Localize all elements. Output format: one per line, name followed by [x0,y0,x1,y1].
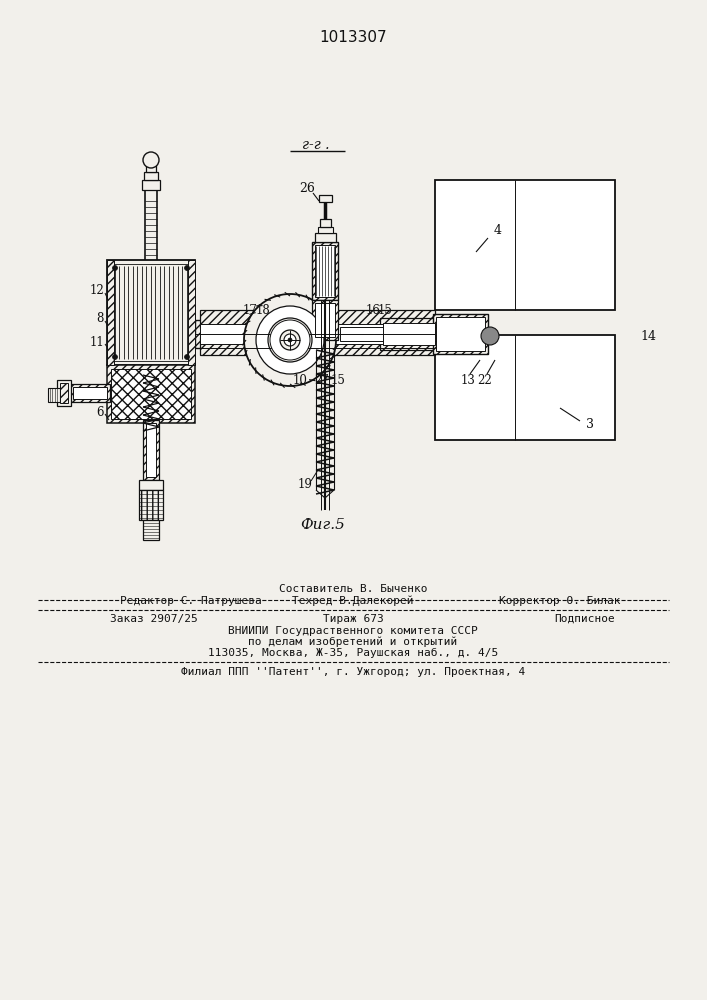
Text: 113035, Москва, Ж-35, Раушская наб., д. 4/5: 113035, Москва, Ж-35, Раушская наб., д. … [208,648,498,658]
Text: Заказ 2907/25: Заказ 2907/25 [110,614,198,624]
Text: 17: 17 [243,304,257,316]
Bar [315,245,335,297]
Bar [195,320,435,348]
Bar [315,233,336,242]
Bar [144,172,158,180]
Text: Тираж 673: Тираж 673 [322,614,383,624]
Bar [383,323,435,345]
Text: 16: 16 [366,304,380,316]
Circle shape [112,355,117,360]
Circle shape [143,152,159,168]
Text: 4: 4 [494,224,502,236]
Circle shape [288,338,292,342]
Bar [435,180,615,310]
Text: 12: 12 [89,284,104,296]
Bar [146,165,156,172]
Text: 27: 27 [315,373,329,386]
Text: 7: 7 [96,386,104,399]
Text: Фиг.5: Фиг.5 [300,518,346,532]
Text: 10: 10 [293,373,308,386]
Bar [111,369,191,419]
Bar [57,380,71,406]
Bar [435,335,615,440]
Bar [200,337,435,355]
Bar [320,219,331,227]
Bar [73,387,107,399]
Bar [139,490,163,520]
Circle shape [280,330,300,350]
Bar [433,314,488,354]
Bar [340,327,440,341]
Bar [111,264,191,361]
Bar [48,388,60,402]
Circle shape [185,355,189,360]
Bar [143,420,159,480]
Bar [139,480,163,490]
Text: 15: 15 [378,304,392,316]
Bar [188,260,195,365]
Bar [111,369,191,419]
Bar [143,520,159,540]
Text: 3: 3 [586,418,594,432]
Bar [380,318,438,350]
Bar [200,328,435,337]
Text: 19: 19 [298,479,312,491]
Bar [312,242,338,300]
Bar [200,310,435,328]
Text: 18: 18 [256,304,270,316]
Bar [319,195,332,202]
Text: г-г .: г-г . [303,138,329,152]
Circle shape [481,327,499,345]
Text: Составитель В. Быченко: Составитель В. Быченко [279,584,427,594]
Text: ВНИИПИ Госудраственного комитета СССР: ВНИИПИ Госудраственного комитета СССР [228,626,478,636]
Text: 22: 22 [478,373,492,386]
Bar [60,383,68,403]
Circle shape [268,318,312,362]
Bar [107,260,114,365]
Text: Филиал ППП ''Патент'', г. Ужгород; ул. Проектная, 4: Филиал ППП ''Патент'', г. Ужгород; ул. П… [181,667,525,677]
Bar [200,324,430,344]
Circle shape [270,320,310,360]
Bar [318,227,333,233]
Text: Редактор С. Патрушева: Редактор С. Патрушева [120,596,262,606]
Bar [436,317,485,351]
Bar [315,303,335,337]
Text: 8: 8 [97,312,104,326]
Bar [107,365,195,423]
Text: Подписное: Подписное [554,614,615,624]
Text: Техред В.Далекорей: Техред В.Далекорей [292,596,414,606]
Circle shape [185,265,189,270]
Bar [312,300,338,340]
Text: 6: 6 [96,406,104,418]
Text: Корректор О. Билак: Корректор О. Билак [499,596,621,606]
Circle shape [244,294,336,386]
Text: 26: 26 [299,182,315,194]
Bar [380,324,438,344]
Bar [70,384,110,402]
Text: 15: 15 [331,373,346,386]
Circle shape [284,334,296,346]
Bar [107,260,195,365]
Circle shape [256,306,324,374]
Text: по делам изобретений и открытий: по делам изобретений и открытий [248,637,457,647]
Text: 11: 11 [89,336,104,349]
Text: 13: 13 [460,373,475,386]
Bar [142,180,160,190]
Text: 14: 14 [640,330,656,342]
Circle shape [112,265,117,270]
Bar [146,423,156,477]
Text: 1013307: 1013307 [319,29,387,44]
